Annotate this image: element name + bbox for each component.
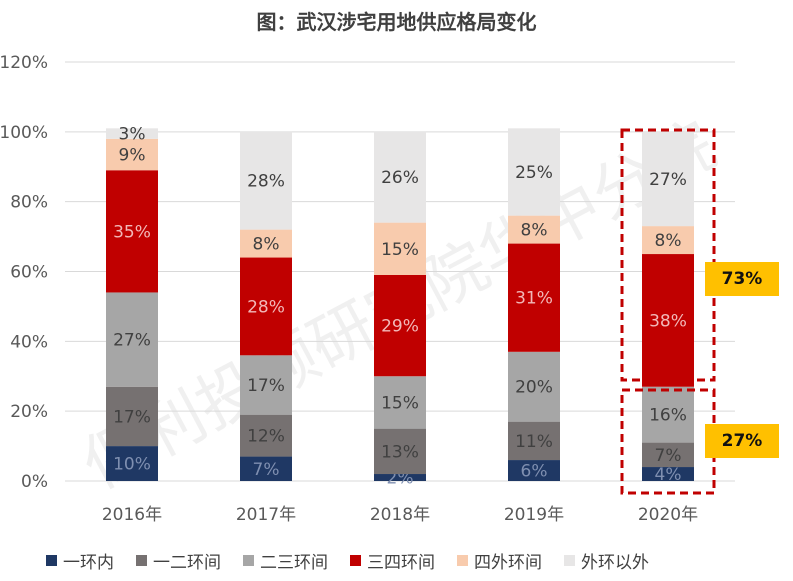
bar-segment (508, 243, 560, 352)
data-label: 20% (515, 378, 553, 398)
legend-swatch (136, 554, 147, 566)
legend-label: 外环以外 (581, 552, 649, 573)
y-tick-label: 100% (0, 123, 48, 143)
legend-swatch (46, 554, 57, 566)
x-tick-label: 2017年 (236, 505, 296, 525)
bar-segment (106, 292, 158, 387)
bar-segment (240, 257, 292, 356)
bar-segment (374, 274, 426, 377)
bar-segment (106, 128, 158, 139)
legend-swatch (243, 554, 254, 566)
y-tick-label: 0% (21, 472, 48, 492)
bar-segment (642, 254, 694, 387)
bar-segment (374, 474, 426, 481)
data-label: 11% (515, 432, 553, 452)
legend-swatch (564, 554, 575, 566)
data-label: 31% (515, 289, 553, 309)
callout-upper-share: 73% (705, 262, 779, 296)
data-label: 27% (649, 170, 687, 190)
bar-segment (240, 355, 292, 415)
bar-segment (240, 414, 292, 457)
data-label: 12% (247, 427, 285, 447)
legend-item: 一二环间 (136, 548, 221, 573)
data-label: 25% (515, 163, 553, 183)
bar-segment (240, 229, 292, 258)
data-label: 35% (113, 222, 151, 242)
legend-label: 四外环间 (474, 552, 542, 573)
legend-label: 一二环间 (153, 552, 221, 573)
x-tick-label: 2020年 (638, 505, 698, 525)
x-tick-label: 2018年 (370, 505, 430, 525)
bar-segment (374, 222, 426, 275)
data-label: 10% (113, 455, 151, 475)
data-label: 28% (247, 172, 285, 192)
highlight-box-upper (620, 128, 716, 382)
data-label: 17% (247, 376, 285, 396)
data-label: 9% (119, 146, 146, 166)
bar-segment (240, 456, 292, 481)
x-tick-label: 2019年 (504, 505, 564, 525)
legend-item: 外环以外 (564, 548, 649, 573)
bar-segment (374, 131, 426, 223)
y-tick-label: 120% (0, 53, 48, 73)
data-label: 27% (113, 331, 151, 351)
legend-item: 三四环间 (350, 548, 435, 573)
data-label: 28% (247, 297, 285, 317)
bar-segment (106, 170, 158, 293)
data-label: 17% (113, 407, 151, 427)
chart-title: 图：武汉涉宅用地供应格局变化 (256, 10, 537, 34)
bar-segment (240, 131, 292, 230)
bar-segment (508, 215, 560, 244)
legend-label: 三四环间 (367, 552, 435, 573)
y-tick-label: 20% (10, 402, 48, 422)
data-label: 7% (655, 446, 682, 466)
data-label: 4% (655, 465, 682, 485)
bar-segment (508, 128, 560, 216)
legend-item: 二三环间 (243, 548, 328, 573)
data-label: 8% (521, 221, 548, 241)
y-tick-label: 60% (10, 263, 48, 283)
bar-segment (106, 138, 158, 171)
data-label: 26% (381, 168, 419, 188)
bar-segment (642, 442, 694, 468)
bar-segment (642, 467, 694, 481)
x-tick-label: 2016年 (102, 505, 162, 525)
data-label: 29% (381, 317, 419, 337)
callout-lower-share: 27% (705, 424, 779, 458)
legend-item: 一环内 (46, 548, 114, 573)
data-label: 16% (649, 406, 687, 426)
bar-segment (508, 351, 560, 422)
y-tick-label: 40% (10, 332, 48, 352)
data-label: 7% (253, 460, 280, 480)
bar-segment (642, 386, 694, 443)
bar-segment (508, 460, 560, 481)
data-label: 15% (381, 393, 419, 413)
legend: 一环内 一二环间 二三环间 三四环间 四外环间 外环以外 (46, 548, 649, 573)
data-label: 3% (119, 125, 146, 145)
bar-segment (642, 131, 694, 227)
data-label: 38% (649, 311, 687, 331)
bar-segment (508, 421, 560, 461)
legend-label: 二三环间 (260, 552, 328, 573)
data-label: 13% (381, 442, 419, 462)
legend-item: 四外环间 (457, 548, 542, 573)
legend-swatch (457, 554, 468, 566)
bar-segment (106, 446, 158, 481)
bar-segment (374, 376, 426, 429)
bar-segment (106, 386, 158, 447)
data-label: 6% (521, 462, 548, 482)
bar-segment (374, 428, 426, 475)
legend-swatch (350, 554, 361, 566)
legend-label: 一环内 (63, 552, 114, 573)
data-label: 8% (253, 235, 280, 255)
y-tick-label: 80% (10, 193, 48, 213)
data-label: 15% (381, 240, 419, 260)
bar-segment (642, 226, 694, 255)
data-label: 8% (655, 231, 682, 251)
